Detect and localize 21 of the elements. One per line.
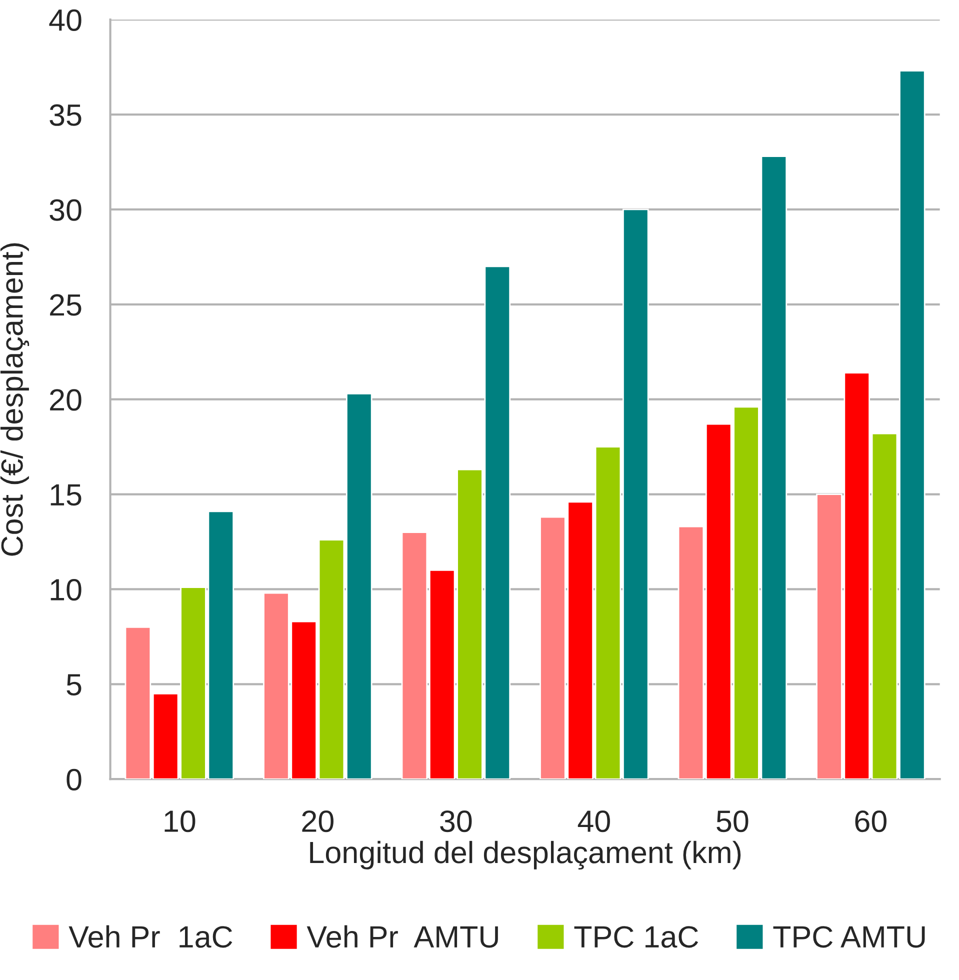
y-tick-label: 35	[50, 104, 82, 126]
legend-label: TPC AMTU	[773, 926, 925, 948]
y-tick-label: 40	[49, 9, 82, 31]
y-tick-label: 5	[66, 674, 82, 696]
x-tick-label: 30	[440, 810, 472, 832]
y-tick-label: 20	[50, 389, 82, 411]
legend-label: Veh Pr 1aC	[68, 925, 232, 948]
legend-label: Veh Pr AMTU	[306, 925, 498, 948]
x-tick-label: 10	[164, 810, 196, 832]
y-tick-label: 30	[50, 199, 82, 221]
x-tick-label: 60	[855, 810, 886, 832]
x-tick-label: 40	[578, 810, 610, 832]
x-tick-label: 20	[302, 810, 334, 832]
y-tick-label: 10	[50, 578, 82, 601]
y-tick-label: 25	[50, 294, 82, 316]
legend-label: TPC 1aC	[574, 926, 698, 948]
x-axis-title: Longitud del desplaçament (km)	[310, 840, 741, 870]
y-tick-label: 15	[50, 484, 82, 506]
x-tick-label: 50	[716, 810, 748, 832]
y-tick-label: 0	[66, 768, 82, 790]
y-axis-title: Cost (€/ desplaçament)	[0, 243, 30, 556]
